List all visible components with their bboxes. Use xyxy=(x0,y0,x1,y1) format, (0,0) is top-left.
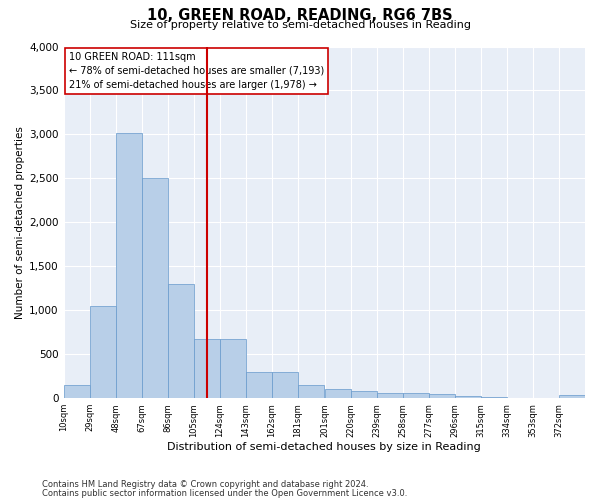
Bar xyxy=(245,372,272,398)
Bar xyxy=(559,394,585,398)
Text: Contains HM Land Registry data © Crown copyright and database right 2024.: Contains HM Land Registry data © Crown c… xyxy=(42,480,368,489)
Bar xyxy=(403,393,429,398)
Bar xyxy=(116,132,142,398)
Text: Contains public sector information licensed under the Open Government Licence v3: Contains public sector information licen… xyxy=(42,488,407,498)
Bar xyxy=(272,372,298,398)
Text: 10, GREEN ROAD, READING, RG6 7BS: 10, GREEN ROAD, READING, RG6 7BS xyxy=(147,8,453,22)
Bar xyxy=(429,394,455,398)
Bar xyxy=(142,178,167,398)
Text: 10 GREEN ROAD: 111sqm
← 78% of semi-detached houses are smaller (7,193)
21% of s: 10 GREEN ROAD: 111sqm ← 78% of semi-deta… xyxy=(69,52,324,90)
Bar xyxy=(298,385,323,398)
Bar xyxy=(220,340,245,398)
Bar xyxy=(351,391,377,398)
Bar xyxy=(377,393,403,398)
X-axis label: Distribution of semi-detached houses by size in Reading: Distribution of semi-detached houses by … xyxy=(167,442,481,452)
Text: Size of property relative to semi-detached houses in Reading: Size of property relative to semi-detach… xyxy=(130,20,470,30)
Bar xyxy=(325,390,351,398)
Y-axis label: Number of semi-detached properties: Number of semi-detached properties xyxy=(15,126,25,319)
Bar xyxy=(167,284,194,398)
Bar xyxy=(89,306,116,398)
Bar xyxy=(194,340,220,398)
Bar xyxy=(455,396,481,398)
Bar xyxy=(64,385,89,398)
